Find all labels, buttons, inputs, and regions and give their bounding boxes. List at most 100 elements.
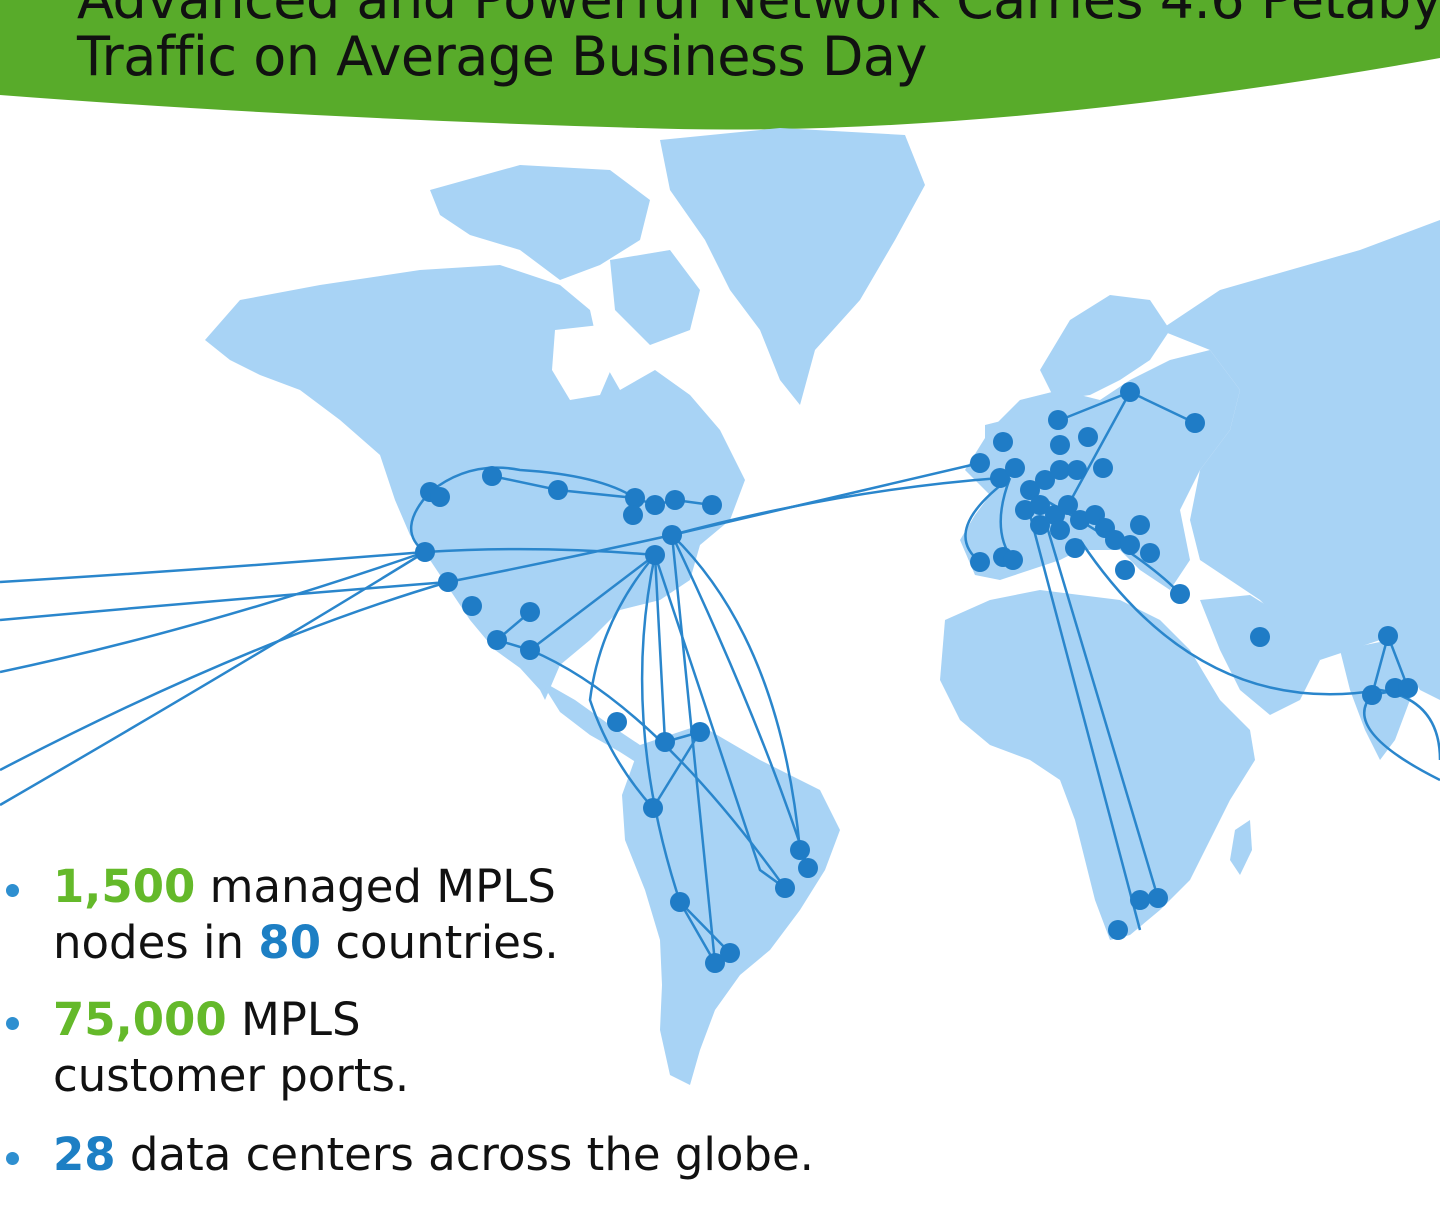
network-node: [705, 953, 725, 973]
network-node: [1030, 495, 1050, 515]
network-node: [645, 495, 665, 515]
network-node: [775, 878, 795, 898]
network-route: [671, 476, 1001, 537]
network-node: [482, 466, 502, 486]
network-node: [623, 505, 643, 525]
network-node: [970, 453, 990, 473]
stat-nodes-text: managed MPLS: [195, 860, 556, 913]
network-route: [0, 550, 426, 807]
network-node: [1378, 626, 1398, 646]
network-node: [1093, 458, 1113, 478]
network-node: [1170, 584, 1190, 604]
network-node: [1130, 890, 1150, 910]
network-node: [993, 432, 1013, 452]
network-node: [690, 722, 710, 742]
network-node: [548, 480, 568, 500]
network-node: [625, 488, 645, 508]
network-node: [487, 630, 507, 650]
network-node: [438, 572, 458, 592]
arabia-landmass: [1200, 595, 1320, 715]
network-node: [790, 840, 810, 860]
network-node: [1250, 627, 1270, 647]
network-route: [670, 534, 717, 964]
network-node: [1362, 685, 1382, 705]
network-route: [1028, 514, 1142, 931]
network-node: [462, 596, 482, 616]
network-node: [415, 542, 435, 562]
network-node: [720, 943, 740, 963]
network-node: [643, 798, 663, 818]
network-routes: [0, 390, 1440, 964]
network-node: [1050, 460, 1070, 480]
scandinavia-landmass: [1040, 295, 1170, 400]
landmass-layer: [205, 128, 1440, 1085]
network-node: [1148, 888, 1168, 908]
banner-shape: [0, 0, 1440, 130]
network-route: [640, 554, 717, 964]
network-route: [429, 466, 636, 500]
network-node: [1185, 413, 1205, 433]
network-node: [1035, 470, 1055, 490]
network-node: [1048, 410, 1068, 430]
stat-datacenters-text: data centers across the globe.: [115, 1128, 814, 1181]
network-route: [679, 901, 731, 954]
network-node: [1115, 560, 1135, 580]
bullet-icon: [6, 1152, 19, 1165]
network-node: [1050, 520, 1070, 540]
madagascar-landmass: [1230, 820, 1252, 875]
network-route: [651, 731, 702, 809]
header-banner: Advanced and Powerful Network Carries 4.…: [0, 0, 1440, 135]
network-node: [1020, 480, 1040, 500]
network-node: [1067, 460, 1087, 480]
stat-nodes-line2-post: countries.: [321, 916, 559, 969]
network-route: [670, 534, 810, 869]
hudson-bay: [552, 325, 615, 400]
network-route: [1078, 539, 1440, 761]
stat-countries-number: 80: [258, 916, 322, 969]
network-node: [1120, 382, 1140, 402]
network-node: [1078, 427, 1098, 447]
stat-ports-line2: customer ports.: [53, 1049, 410, 1102]
network-nodes: [415, 382, 1418, 973]
network-node: [645, 545, 665, 565]
network-node: [662, 525, 682, 545]
network-node: [607, 712, 627, 732]
network-node: [1005, 458, 1025, 478]
stat-datacenters-number: 28: [53, 1128, 116, 1181]
network-route: [529, 648, 787, 889]
network-route: [0, 550, 426, 584]
stat-item-nodes: 1,500 managed MPLS nodes in 80 countries…: [0, 860, 900, 970]
network-node: [1058, 495, 1078, 515]
stat-ports-text: MPLS: [226, 993, 361, 1046]
network-route: [1059, 390, 1131, 422]
greenland-landmass: [660, 128, 925, 405]
south-america-landmass: [622, 725, 840, 1085]
network-node: [970, 552, 990, 572]
network-node: [1398, 678, 1418, 698]
network-node: [670, 892, 690, 912]
network-route: [1043, 519, 1160, 899]
north-america-landmass: [205, 265, 745, 700]
bullet-icon: [6, 1017, 19, 1030]
network-route: [964, 476, 1011, 563]
network-route: [0, 580, 449, 772]
stat-nodes-line2-pre: nodes in: [53, 916, 259, 969]
title-line-1: Advanced and Powerful Network Carries 4.…: [77, 0, 1440, 29]
network-node: [798, 858, 818, 878]
network-node: [520, 640, 540, 660]
network-node: [1140, 543, 1160, 563]
network-node: [655, 732, 675, 752]
network-node: [1108, 920, 1128, 940]
arctic-islands-landmass: [430, 165, 650, 280]
network-route: [588, 554, 656, 809]
network-route: [0, 580, 449, 622]
world-network-map: [0, 128, 1440, 1085]
title-line-2: Traffic on Average Business Day: [77, 25, 927, 88]
network-route: [447, 533, 673, 584]
network-route: [653, 554, 786, 890]
central-america-landmass: [540, 680, 655, 768]
network-node: [1130, 515, 1150, 535]
network-route: [494, 554, 656, 652]
network-route: [0, 550, 426, 674]
asia-landmass: [1160, 220, 1440, 700]
